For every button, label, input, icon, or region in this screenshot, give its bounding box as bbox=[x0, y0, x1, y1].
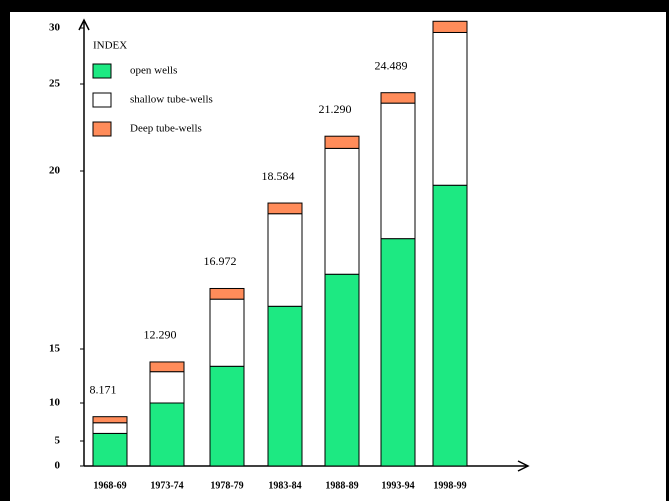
y-tick-label: 30 bbox=[49, 22, 61, 34]
legend-label: Deep tube-wells bbox=[130, 123, 202, 135]
legend-swatch bbox=[92, 92, 112, 108]
bar-segment bbox=[324, 273, 360, 467]
bar-segment bbox=[149, 402, 185, 467]
legend-title: INDEX bbox=[93, 40, 127, 52]
frame-top bbox=[0, 0, 669, 12]
bar-segment bbox=[380, 102, 416, 240]
x-arrow bbox=[517, 460, 530, 472]
bar-segment bbox=[149, 371, 185, 404]
x-tick-label: 1983-84 bbox=[268, 480, 301, 491]
bar-segment bbox=[380, 238, 416, 467]
bar-segment bbox=[209, 298, 245, 367]
y-tick-label: 25 bbox=[49, 78, 61, 90]
bar-total-label: 8.171 bbox=[90, 382, 117, 396]
bar-segment bbox=[432, 184, 468, 467]
y-tick-label: 15 bbox=[49, 343, 61, 355]
bar-total-label: 16.972 bbox=[204, 254, 237, 268]
bar-segment bbox=[209, 287, 245, 300]
bar-segment bbox=[267, 213, 303, 307]
legend-swatch bbox=[92, 121, 112, 137]
frame-right bbox=[666, 0, 669, 501]
x-tick-label: 1978-79 bbox=[210, 480, 243, 491]
legend-label: open wells bbox=[130, 65, 177, 77]
bar-segment bbox=[380, 92, 416, 104]
bar-total-label: 24.489 bbox=[375, 58, 408, 72]
bar-total-label: 12.290 bbox=[144, 328, 177, 342]
frame-left bbox=[0, 0, 10, 501]
x-tick-label: 1998-99 bbox=[433, 480, 466, 491]
y-tick-label: 10 bbox=[49, 397, 61, 409]
bar-segment bbox=[267, 202, 303, 215]
bar-segment bbox=[209, 365, 245, 467]
bar-total-label: 18.584 bbox=[262, 169, 295, 183]
legend-swatch bbox=[92, 63, 112, 79]
bar-segment bbox=[92, 416, 128, 424]
bar-segment bbox=[432, 31, 468, 186]
y-arrow bbox=[78, 18, 90, 31]
legend-label: shallow tube-wells bbox=[130, 94, 213, 106]
bar-segment bbox=[324, 147, 360, 275]
bar-segment bbox=[149, 361, 185, 373]
bar-segment bbox=[92, 422, 128, 434]
bar-segment bbox=[267, 305, 303, 467]
x-tick-label: 1973-74 bbox=[150, 480, 183, 491]
x-tick-label: 1993-94 bbox=[381, 480, 414, 491]
bar-segment bbox=[432, 20, 468, 33]
x-tick-label: 1988-89 bbox=[325, 480, 358, 491]
x-tick-label: 1968-69 bbox=[93, 480, 126, 491]
y-tick-label: 5 bbox=[55, 435, 61, 447]
y-tick-label: 0 bbox=[55, 460, 61, 472]
y-tick-label: 20 bbox=[49, 165, 61, 177]
bar-segment bbox=[92, 432, 128, 467]
bar-segment bbox=[324, 135, 360, 149]
bar-total-label: 21.290 bbox=[319, 102, 352, 116]
